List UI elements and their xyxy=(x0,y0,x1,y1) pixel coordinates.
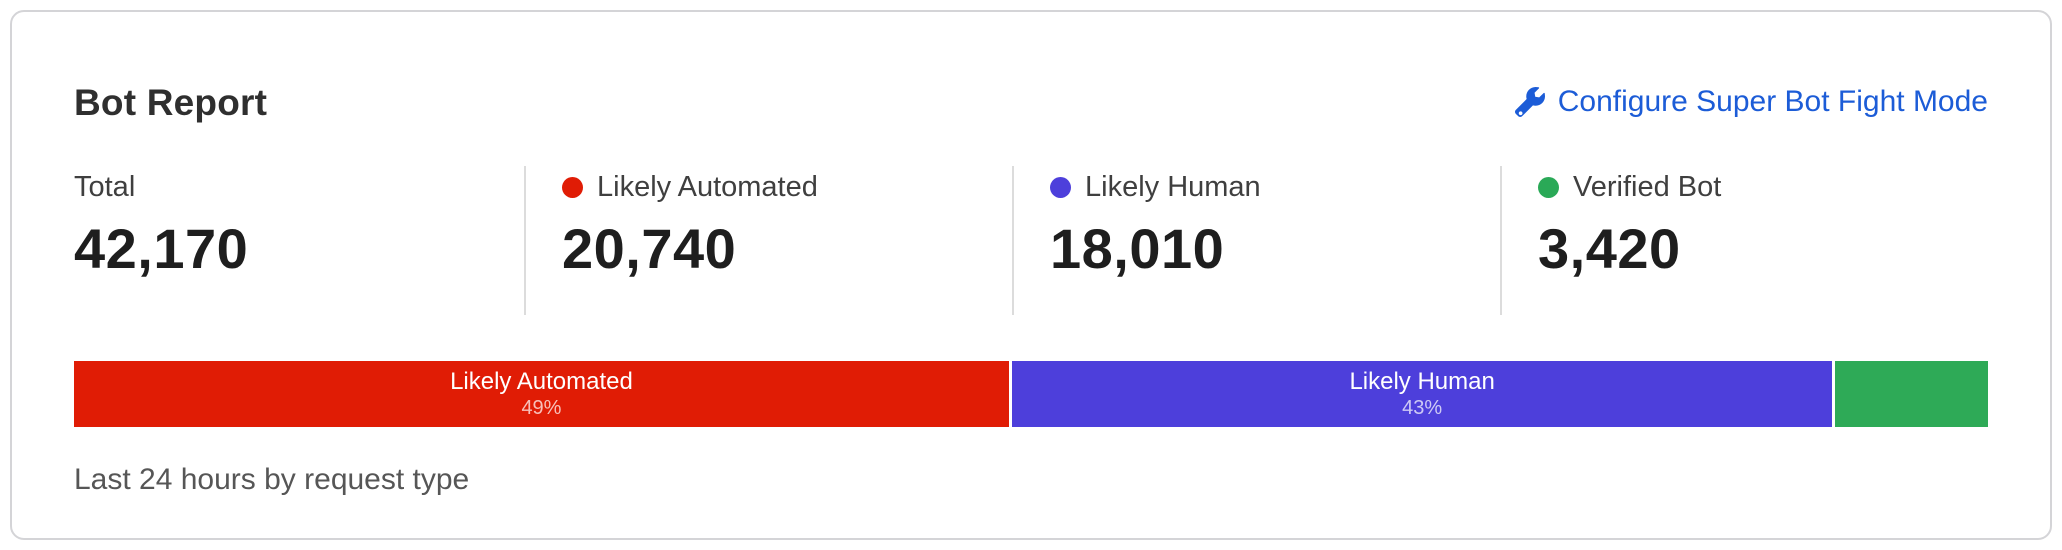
wrench-icon xyxy=(1514,87,1545,117)
configure-super-bot-fight-mode-link[interactable]: Configure Super Bot Fight Mode xyxy=(1514,85,1988,119)
segment-label: Likely Automated xyxy=(450,368,633,395)
stat-label: Verified Bot xyxy=(1573,170,1722,203)
stat-label-row: Likely Human xyxy=(1050,170,1500,204)
segment-percent: 49% xyxy=(521,397,562,419)
stat-verified-bot: Verified Bot 3,420 xyxy=(1500,166,1988,315)
stat-value: 20,740 xyxy=(562,217,737,280)
verified-bot-dot-icon xyxy=(1538,176,1559,198)
chart-caption: Last 24 hours by request type xyxy=(74,463,470,496)
likely-human-dot-icon xyxy=(1050,176,1071,198)
stat-label-row: Verified Bot xyxy=(1538,170,1988,204)
segment-label: Likely Human xyxy=(1349,368,1495,395)
stat-label: Total xyxy=(74,170,136,203)
stat-label-row: Likely Automated xyxy=(562,170,1012,204)
stat-label-row: Total xyxy=(74,170,524,204)
bar-segment-verified-bot[interactable] xyxy=(1835,361,1988,427)
stat-label: Likely Automated xyxy=(597,170,818,203)
stat-value: 42,170 xyxy=(74,217,249,280)
bot-report-card: Bot Report Configure Super Bot Fight Mod… xyxy=(10,10,2052,540)
stats-row: Total 42,170 Likely Automated 20,740 Lik… xyxy=(74,166,1988,315)
stat-total: Total 42,170 xyxy=(74,166,524,315)
stacked-bar-chart: Likely Automated 49% Likely Human 43% xyxy=(74,361,1988,427)
stat-likely-automated: Likely Automated 20,740 xyxy=(524,166,1012,315)
page-title: Bot Report xyxy=(74,82,268,123)
segment-percent: 43% xyxy=(1402,397,1443,419)
bar-segment-likely-automated[interactable]: Likely Automated 49% xyxy=(74,361,1009,427)
bar-segment-likely-human[interactable]: Likely Human 43% xyxy=(1011,361,1833,427)
stat-likely-human: Likely Human 18,010 xyxy=(1012,166,1500,315)
config-link-label: Configure Super Bot Fight Mode xyxy=(1557,85,1988,118)
card-header: Bot Report Configure Super Bot Fight Mod… xyxy=(74,82,1988,124)
stat-value: 3,420 xyxy=(1538,217,1681,280)
stat-value: 18,010 xyxy=(1050,217,1225,280)
likely-automated-dot-icon xyxy=(562,176,583,198)
stat-label: Likely Human xyxy=(1085,170,1261,203)
